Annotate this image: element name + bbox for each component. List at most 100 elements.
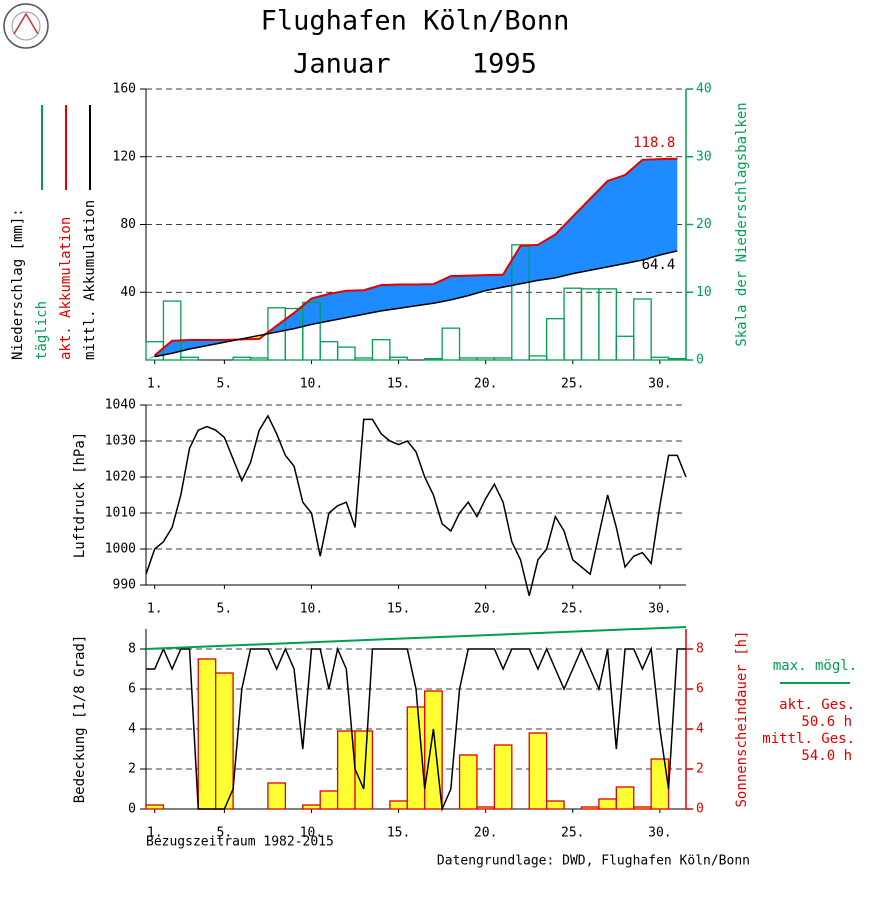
y-axis-label: Bedeckung [1/8 Grad] (72, 635, 88, 804)
y2-tick-label: 2 (696, 762, 704, 777)
bar (371, 339, 391, 361)
x-tick-label: 1. (147, 602, 163, 617)
legend-label: täglich (34, 301, 50, 360)
bar (598, 798, 617, 810)
bar (528, 355, 548, 361)
x-tick-label: 5. (217, 826, 233, 841)
x-tick-label: 10. (300, 826, 323, 841)
y-axis-label: Luftdruck [hPa] (72, 432, 88, 558)
x-tick-label: 1. (147, 826, 163, 841)
bar (336, 346, 356, 361)
annotation: mittl. Ges. (762, 731, 855, 747)
bar (441, 327, 461, 361)
bar (650, 356, 670, 361)
legend-label: mittl. Akkumulation (82, 200, 98, 360)
x-tick-label: 15. (387, 602, 410, 617)
y-tick-label: 160 (113, 82, 136, 97)
y-tick-label: 120 (113, 149, 136, 164)
x-tick-label: 1. (147, 377, 163, 392)
bar (598, 288, 617, 361)
y2-tick-label: 0 (696, 802, 704, 817)
bar (180, 356, 199, 361)
bar (249, 357, 269, 361)
bar (319, 341, 339, 361)
y-tick-label: 1020 (105, 470, 136, 485)
bar (580, 288, 600, 361)
y2-tick-label: 0 (696, 353, 704, 368)
x-tick-label: 25. (561, 602, 584, 617)
y-tick-label: 0 (128, 802, 136, 817)
bar (232, 356, 252, 361)
line (154, 250, 678, 358)
x-tick-label: 10. (300, 377, 323, 392)
bar (633, 298, 652, 361)
bar (389, 356, 408, 361)
y2-tick-label: 40 (696, 82, 712, 97)
logo-inner (11, 11, 41, 41)
x-tick-label: 5. (217, 602, 233, 617)
y-tick-label: 40 (120, 285, 136, 300)
logo-ring (3, 3, 49, 49)
y-tick-label: 4 (128, 722, 136, 737)
logo-mark (13, 12, 39, 35)
y-tick-label: 6 (128, 682, 136, 697)
bar (493, 744, 513, 810)
bar (493, 357, 513, 361)
x-tick-label: 20. (474, 826, 497, 841)
y2-tick-label: 20 (696, 217, 712, 232)
x-tick-label: 20. (474, 602, 497, 617)
bar (580, 806, 600, 810)
bar (162, 300, 182, 361)
bar (615, 335, 635, 361)
x-tick-label: 30. (648, 826, 671, 841)
bar (302, 804, 321, 810)
y2-axis-label: Sonnenscheindauer [h] (734, 630, 750, 807)
y2-axis-label: Skala der Niederschlagsbalken (734, 102, 750, 346)
bar (476, 357, 496, 361)
bar (458, 754, 478, 810)
line (145, 626, 687, 650)
x-tick-label: 30. (648, 602, 671, 617)
y-tick-label: 2 (128, 762, 136, 777)
y2-tick-label: 4 (696, 722, 704, 737)
y-tick-label: 8 (128, 642, 136, 657)
bar (354, 730, 374, 810)
logo (3, 3, 49, 49)
bar (545, 318, 565, 361)
area-above (146, 158, 678, 360)
bar (354, 357, 374, 361)
bar (528, 732, 548, 810)
title: Flughafen Köln/Bonn (261, 6, 570, 37)
line (145, 414, 687, 596)
y2-tick-label: 10 (696, 285, 712, 300)
bar (667, 357, 687, 361)
bar (424, 690, 443, 810)
bar (615, 786, 635, 810)
x-tick-label: 15. (387, 826, 410, 841)
x-tick-label: 10. (300, 602, 323, 617)
bar (145, 804, 165, 810)
x-tick-label: 25. (561, 377, 584, 392)
y-tick-label: 80 (120, 217, 136, 232)
bar (545, 800, 565, 810)
x-tick-label: 15. (387, 377, 410, 392)
bar (633, 806, 652, 810)
y-axis-label: Niederschlag [mm]: (10, 208, 26, 360)
y-tick-label: 1010 (105, 506, 136, 521)
line (146, 646, 686, 812)
bar (215, 672, 234, 810)
x-tick-label: 5. (217, 377, 233, 392)
bar (389, 800, 408, 810)
bar (563, 287, 583, 361)
bar (302, 301, 321, 361)
y-tick-label: 1030 (105, 434, 136, 449)
footer-left: Bezugszeitraum 1982-2015 (146, 835, 334, 850)
x-tick-label: 30. (648, 377, 671, 392)
footer-right: Datengrundlage: DWD, Flughafen Köln/Bonn (437, 854, 750, 869)
legend-label: akt. Akkumulation (58, 217, 74, 360)
x-tick-label: 20. (474, 377, 497, 392)
subtitle: Januar 1995 (293, 49, 537, 80)
legend-label: max. mögl. (773, 658, 857, 674)
y-tick-label: 1040 (105, 398, 136, 413)
